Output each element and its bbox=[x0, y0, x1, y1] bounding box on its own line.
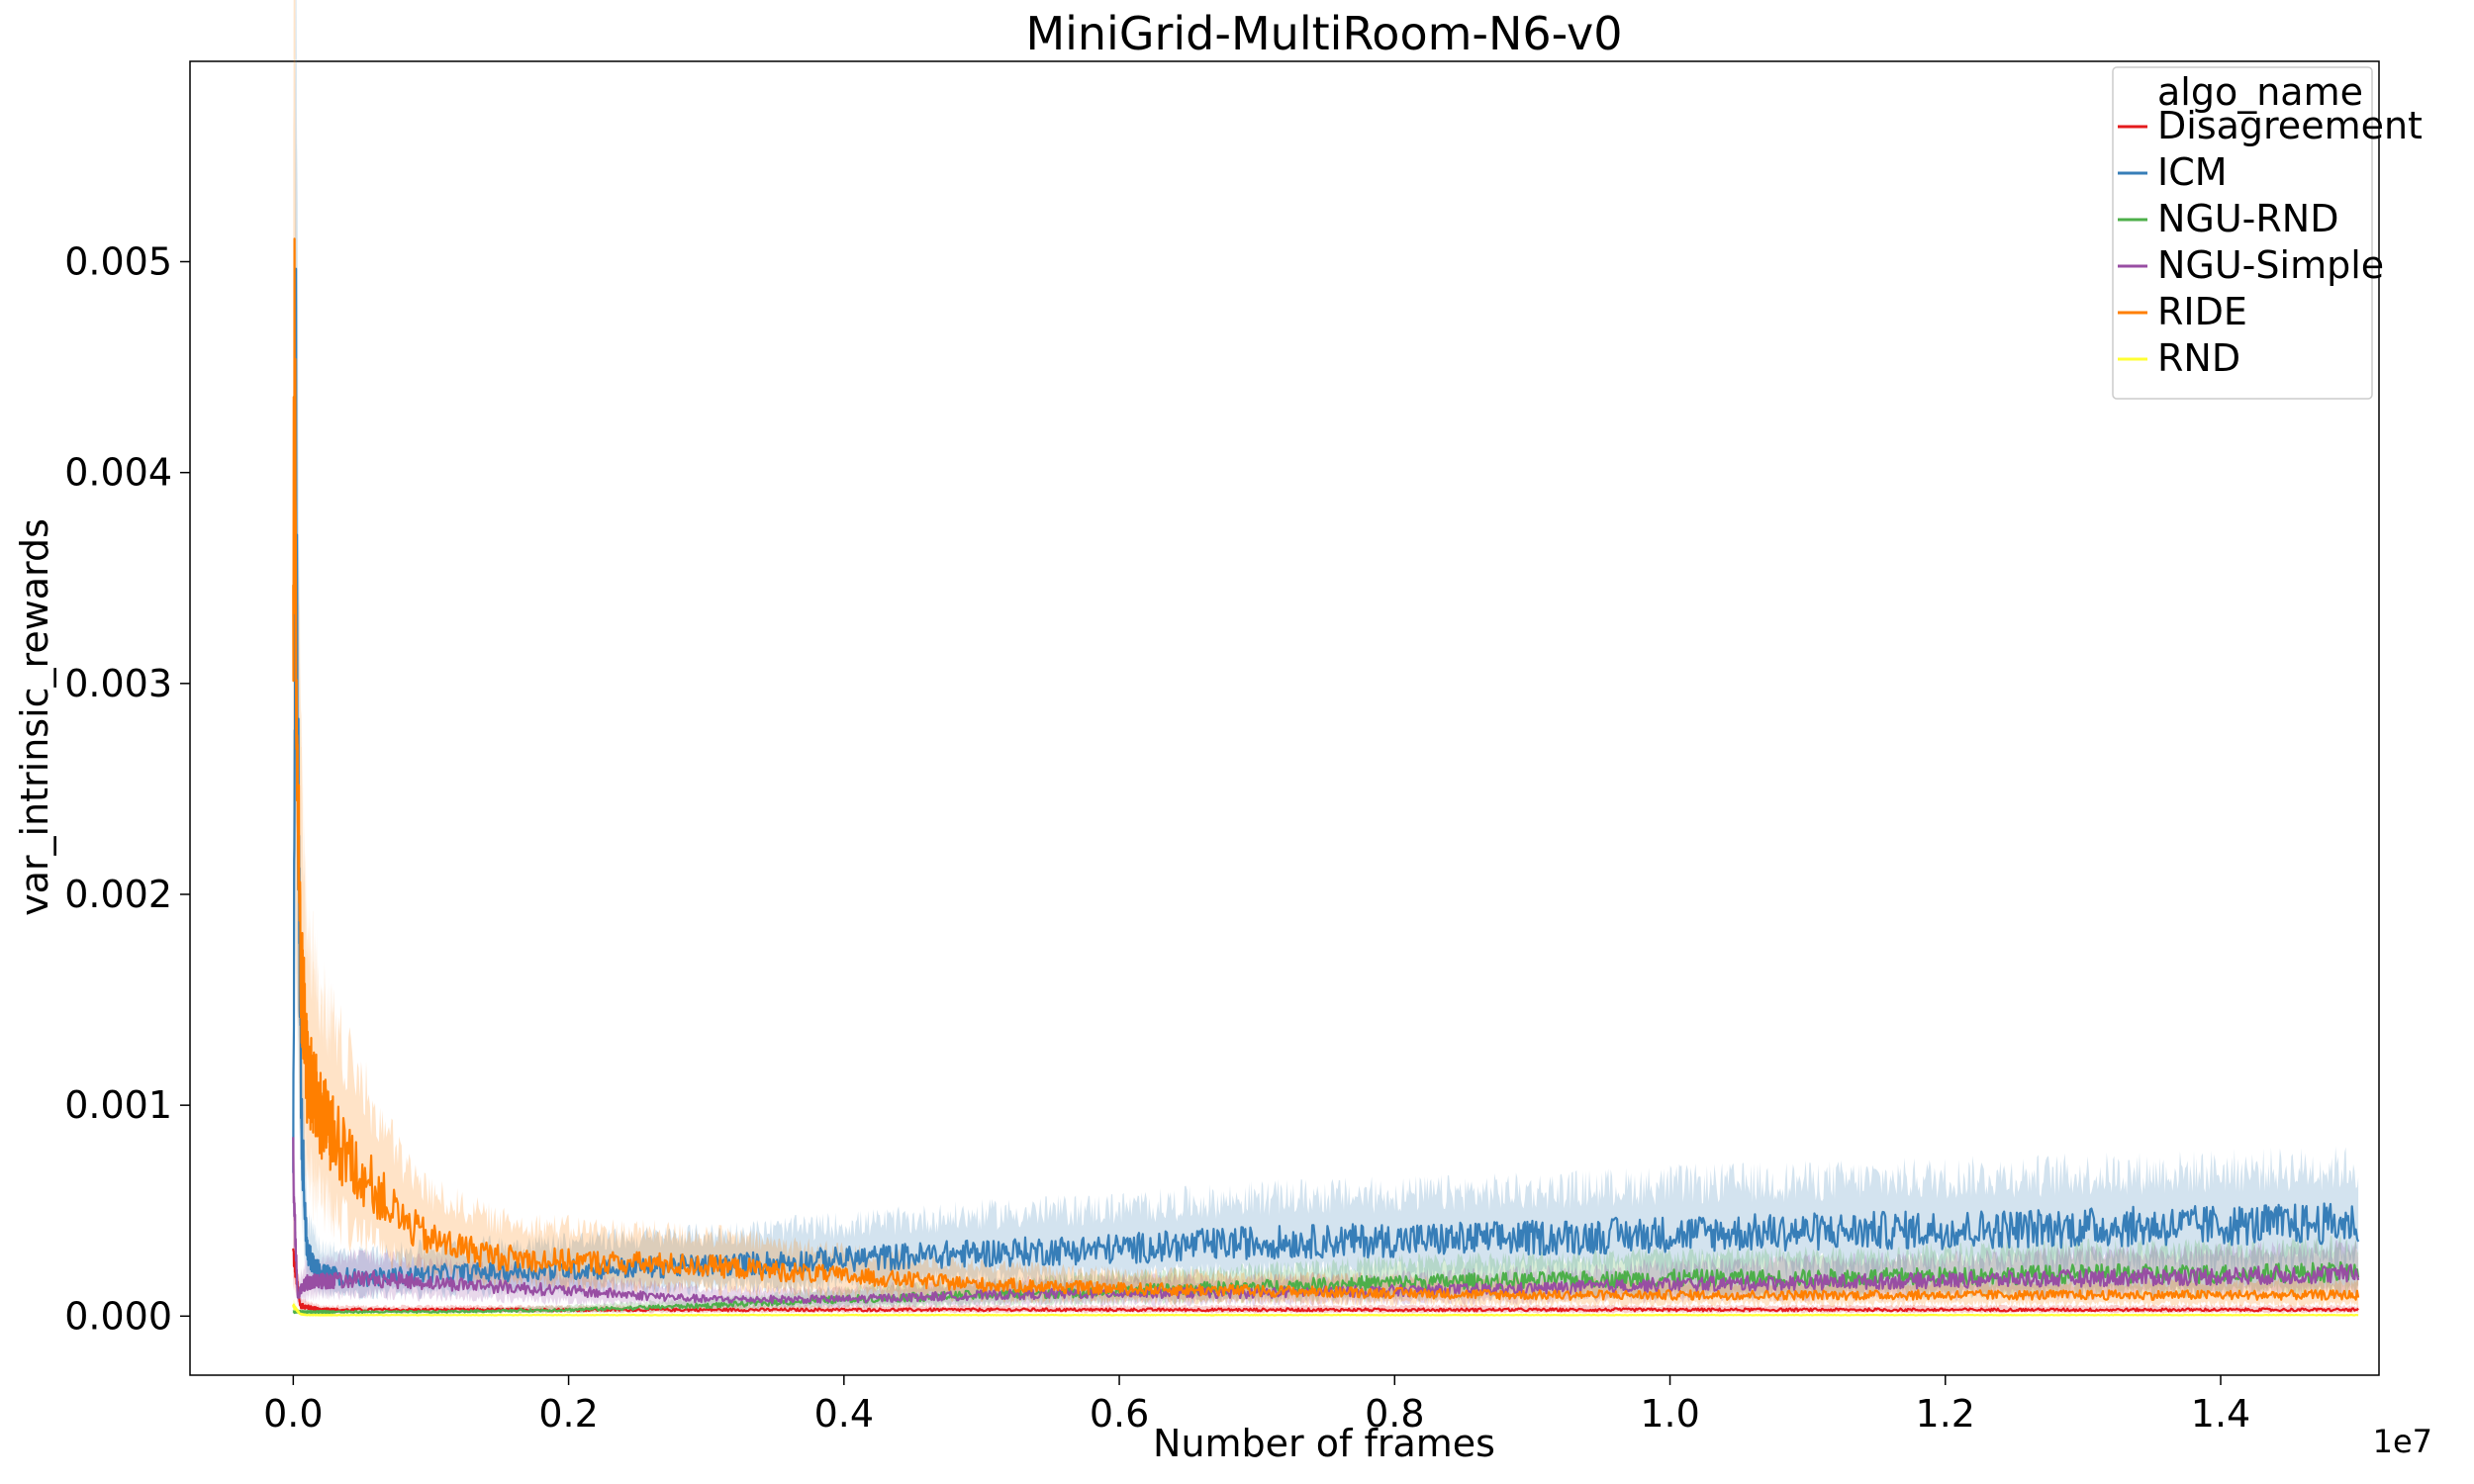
y-tick-label: 0.001 bbox=[64, 1083, 172, 1127]
band-ngu-rnd bbox=[293, 1235, 2359, 1315]
y-tick-label: 0.005 bbox=[64, 240, 172, 284]
x-tick-label: 0.0 bbox=[263, 1392, 323, 1436]
y-tick-label: 0.004 bbox=[64, 451, 172, 495]
plot-frame bbox=[189, 60, 2380, 1376]
legend-box bbox=[2112, 66, 2373, 400]
x-axis-offset-label: 1e7 bbox=[2373, 1423, 2432, 1460]
series-lines bbox=[292, 237, 2360, 1317]
legend-label-disagreement: Disagreement bbox=[2157, 104, 2423, 147]
y-tick-label: 0.003 bbox=[64, 662, 172, 705]
chart-title: MiniGrid-MultiRoom-N6-v0 bbox=[1025, 7, 1622, 60]
y-axis-label: var_intrinsic_rewards bbox=[13, 518, 56, 916]
x-tick-label: 0.4 bbox=[814, 1392, 874, 1436]
x-tick-label: 0.2 bbox=[538, 1392, 598, 1436]
y-axis-ticks: 0.000 0.001 0.002 0.003 0.004 0.005 bbox=[64, 240, 190, 1338]
y-tick-label: 0.002 bbox=[64, 873, 172, 916]
legend-label-ngu-rnd: NGU-RND bbox=[2157, 197, 2339, 240]
series-line-ride bbox=[292, 237, 2360, 1301]
legend-label-icm: ICM bbox=[2157, 150, 2228, 194]
legend: algo_name DisagreementICMNGU-RNDNGU-Simp… bbox=[2112, 66, 2423, 400]
x-tick-label: 1.0 bbox=[1640, 1392, 1699, 1436]
y-tick-label: 0.000 bbox=[64, 1294, 172, 1338]
x-axis-label: Number of frames bbox=[1153, 1422, 1495, 1465]
x-tick-label: 1.4 bbox=[2191, 1392, 2250, 1436]
x-tick-label: 0.8 bbox=[1365, 1392, 1424, 1436]
legend-title: algo_name bbox=[2157, 70, 2363, 114]
x-axis-ticks: 0.0 0.2 0.4 0.6 0.8 1.0 1.2 1.4 bbox=[263, 1375, 2250, 1436]
x-tick-label: 1.2 bbox=[1916, 1392, 1975, 1436]
legend-label-rnd: RND bbox=[2157, 336, 2240, 380]
legend-label-ngu-simple: NGU-Simple bbox=[2157, 243, 2384, 287]
x-tick-label: 0.6 bbox=[1090, 1392, 1149, 1436]
series-line-disagreement bbox=[292, 1248, 2359, 1313]
legend-label-ride: RIDE bbox=[2157, 290, 2247, 333]
series-line-rnd bbox=[292, 1303, 2359, 1317]
